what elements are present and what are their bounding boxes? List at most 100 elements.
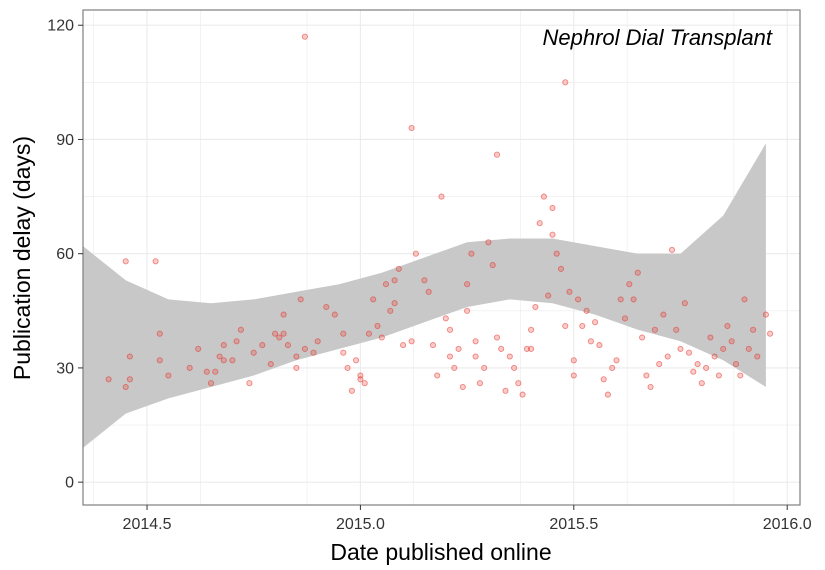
data-point <box>365 330 372 337</box>
data-point <box>314 338 321 345</box>
data-point <box>549 231 556 238</box>
data-point <box>515 380 522 387</box>
data-point <box>528 326 535 333</box>
data-point <box>391 277 398 284</box>
data-point <box>250 349 257 356</box>
data-point <box>745 345 752 352</box>
data-point <box>455 345 462 352</box>
data-point <box>323 303 330 311</box>
data-point <box>685 349 693 356</box>
data-point <box>186 364 193 371</box>
data-point <box>528 345 535 352</box>
data-point <box>596 342 603 349</box>
data-point <box>408 338 415 345</box>
data-point <box>630 296 637 303</box>
data-point <box>284 342 291 349</box>
data-point <box>276 334 283 341</box>
data-point <box>741 296 748 303</box>
data-point <box>434 372 441 379</box>
data-point <box>472 338 479 345</box>
data-point <box>370 296 377 303</box>
data-point <box>357 376 364 383</box>
data-point <box>570 372 577 379</box>
data-point <box>587 338 594 345</box>
data-point <box>506 353 513 360</box>
data-point <box>156 357 163 364</box>
data-point <box>446 353 454 360</box>
data-point <box>553 250 560 257</box>
data-point <box>728 338 735 345</box>
data-point <box>459 383 466 391</box>
data-point <box>651 326 658 333</box>
data-point <box>566 288 573 295</box>
data-point <box>724 322 731 330</box>
data-point <box>762 311 769 318</box>
y-tick-label: 90 <box>56 132 74 149</box>
data-point <box>502 387 509 394</box>
data-point <box>195 345 202 352</box>
data-point <box>122 383 129 391</box>
data-point <box>626 281 633 288</box>
data-point <box>549 204 556 212</box>
data-point <box>617 296 624 303</box>
data-point <box>203 368 210 375</box>
data-point <box>233 338 240 345</box>
y-tick-label: 30 <box>56 360 74 377</box>
x-axis: 2014.5 2015.0 2015.5 2016.0 <box>123 505 812 533</box>
data-point <box>656 361 663 368</box>
data-point <box>690 368 697 375</box>
data-point <box>156 330 163 337</box>
data-point <box>523 345 530 352</box>
data-point <box>498 345 505 352</box>
data-point <box>438 193 445 200</box>
data-point <box>293 364 300 371</box>
data-point <box>664 353 671 360</box>
data-point <box>246 380 253 387</box>
data-point <box>579 322 586 330</box>
data-point <box>532 303 539 311</box>
data-point <box>229 357 236 364</box>
data-point <box>374 322 381 330</box>
y-tick-label: 0 <box>65 475 74 492</box>
data-point <box>216 353 223 360</box>
data-point <box>165 372 172 379</box>
data-point <box>425 288 432 295</box>
data-point <box>400 342 407 349</box>
data-point <box>297 296 304 303</box>
data-point <box>378 334 385 341</box>
y-tick-label: 120 <box>47 18 74 35</box>
data-points <box>105 33 774 398</box>
data-point <box>557 265 565 272</box>
data-point <box>126 353 133 360</box>
data-point <box>639 334 646 341</box>
x-tick-label: 2014.5 <box>123 516 172 533</box>
data-point <box>583 307 590 314</box>
data-point <box>604 391 611 398</box>
data-point <box>220 342 227 349</box>
data-point <box>468 250 475 257</box>
data-point <box>732 361 740 368</box>
data-point <box>122 258 129 265</box>
data-point <box>493 334 501 341</box>
data-point <box>382 281 390 288</box>
data-point <box>348 387 355 394</box>
data-point <box>575 296 582 303</box>
data-point <box>220 357 227 364</box>
data-point <box>272 330 279 337</box>
data-point <box>720 345 727 352</box>
data-point <box>673 326 680 333</box>
data-point <box>540 193 547 200</box>
data-point <box>750 326 757 333</box>
data-point <box>340 330 347 337</box>
data-point <box>660 311 667 318</box>
data-point <box>464 307 471 314</box>
y-tick-label: 60 <box>56 246 74 263</box>
data-point <box>442 315 449 322</box>
data-point <box>331 311 338 318</box>
data-point <box>207 380 215 387</box>
data-point <box>519 391 526 398</box>
confidence-band <box>83 143 766 448</box>
data-point <box>481 364 488 371</box>
data-point <box>472 353 479 360</box>
